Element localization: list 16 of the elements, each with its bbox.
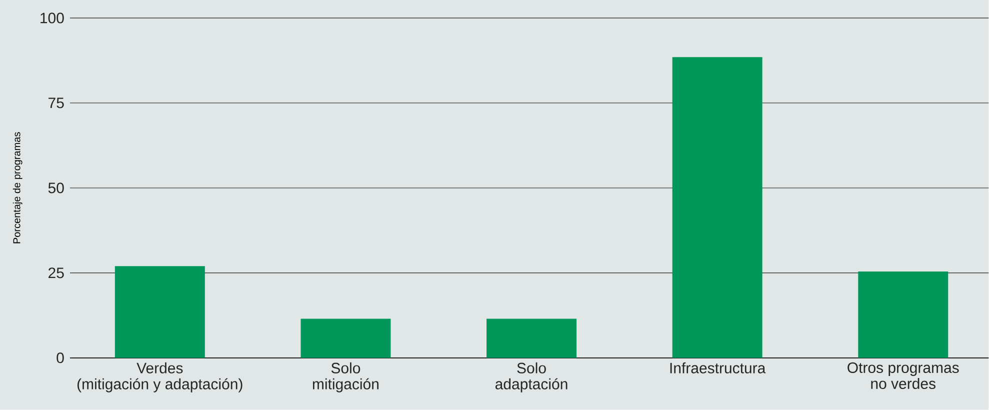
x-tick-label: Verdes (mitigación y adaptación) [77,362,242,392]
y-tick-label: 75 [48,98,64,108]
bar [858,272,948,358]
bar [486,318,576,358]
x-tick-label: Solo adaptación [495,362,568,392]
y-tick-label: 50 [48,182,64,194]
x-tick-label: Infraestructura [670,362,766,374]
bar [672,57,762,358]
y-tick-label: 25 [48,268,64,278]
y-tick-label: 0 [56,352,64,364]
y-axis-title: Porcentaje de programas [12,132,22,244]
bar [300,318,391,358]
x-tick-label: Otros programas no verdes [848,362,959,390]
x-tick-label: Solo mitigación [312,362,378,392]
y-tick-label: 100 [40,12,64,24]
bar [114,266,205,358]
